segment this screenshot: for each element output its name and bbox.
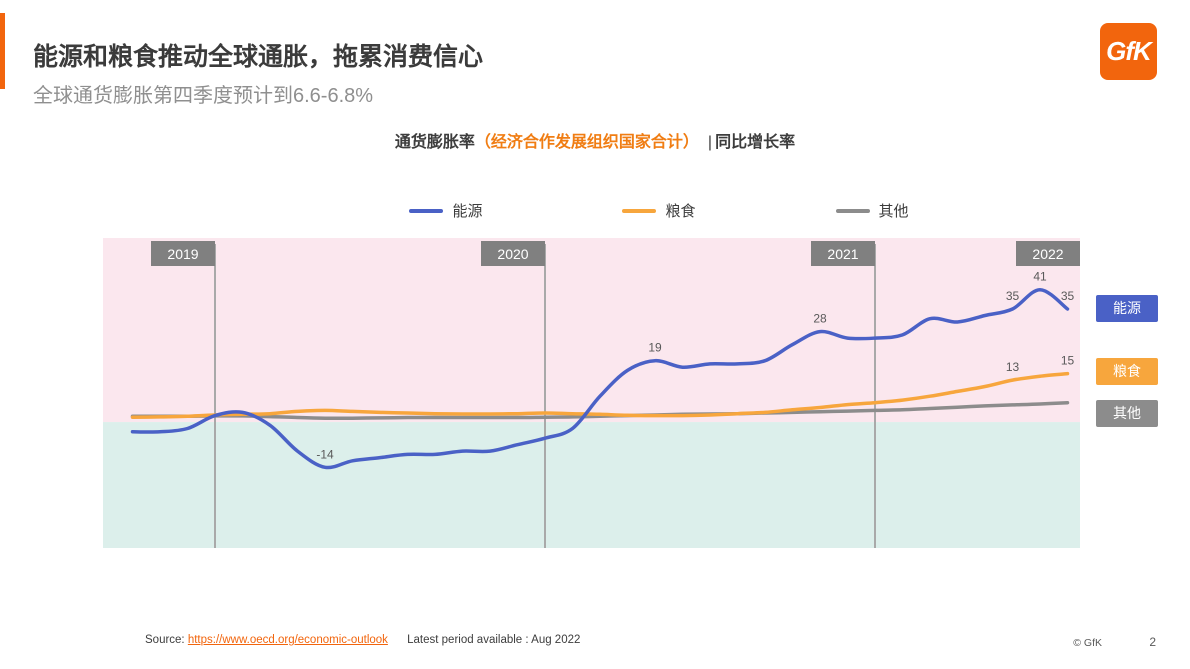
page-number: 2 <box>1149 635 1156 649</box>
year-label: 2021 <box>827 246 858 262</box>
legend-label-other: 其他 <box>878 203 909 220</box>
data-label: 41 <box>1033 270 1047 284</box>
year-label-box <box>1016 241 1080 266</box>
source-link[interactable]: https://www.oecd.org/economic-outlook <box>187 634 388 646</box>
series-line-energy_blue <box>130 287 1070 470</box>
area-below-zero <box>103 422 1080 548</box>
legend-item-other: 其他 <box>835 200 909 221</box>
year-label-box <box>151 241 215 266</box>
year-label-box <box>481 241 545 266</box>
data-label: 15 <box>1061 354 1075 368</box>
series-endpoint-label-food: 粮食 <box>1096 358 1158 385</box>
series-line-food_orange <box>130 371 1070 419</box>
latest-period-text: Latest period available : Aug 2022 <box>407 634 581 646</box>
data-label: 28 <box>813 312 827 326</box>
chart-title-main: 通货膨胀率 <box>394 134 475 151</box>
inflation-chart: 2019 2020 2021 2022 -14 19 28 35 41 35 13 15 能源 粮食 … <box>103 238 1158 548</box>
chart-title: 通货膨胀率（经济合作发展组织国家合计） | 同比增长率 <box>0 128 1190 152</box>
copyright: © GfK <box>1073 637 1102 649</box>
gfk-logo: GfK <box>1100 23 1157 80</box>
page-title: 能源和粮食推动全球通胀，拖累消费信心 <box>33 42 484 71</box>
legend-item-energy: 能源 <box>409 200 482 221</box>
other-line-swatch-icon <box>835 208 870 213</box>
year-label-box <box>811 241 875 266</box>
year-label: 2019 <box>167 246 198 262</box>
page-subtitle: 全球通货膨胀第四季度预计到6.6-6.8% <box>33 84 374 107</box>
food-line-swatch-icon <box>622 208 657 213</box>
data-label: 13 <box>1006 360 1020 374</box>
chart-title-highlight: （经济合作发展组织国家合计） <box>474 134 699 151</box>
legend-label-food: 粮食 <box>665 203 696 220</box>
energy-line-swatch-icon <box>409 208 444 213</box>
legend-item-food: 粮食 <box>622 200 696 221</box>
data-label: 35 <box>1061 289 1075 303</box>
chart-title-suffix: 同比增长率 <box>715 134 796 151</box>
source-line: Source: https://www.oecd.org/economic-ou… <box>145 634 580 646</box>
data-label: -14 <box>316 447 334 461</box>
legend-label-energy: 能源 <box>452 203 483 220</box>
year-label: 2022 <box>1032 246 1063 262</box>
year-label: 2020 <box>497 246 528 262</box>
data-label: 19 <box>648 341 662 355</box>
inflation-chart-canvas: 2019 2020 2021 2022 -14 19 28 35 41 35 13 15 <box>103 238 1080 548</box>
series-line-other_gray <box>130 400 1070 420</box>
series-endpoint-label-energy: 能源 <box>1096 295 1158 322</box>
area-above-zero <box>103 238 1080 423</box>
accent-bar <box>0 13 5 89</box>
series-endpoint-label-other: 其他 <box>1096 400 1158 427</box>
data-label: 35 <box>1006 289 1020 303</box>
source-label: Source: <box>145 634 185 646</box>
chart-legend: 能源 粮食 其他 <box>0 200 1190 221</box>
chart-title-separator: | <box>707 134 713 151</box>
gfk-logo-text: GfK <box>1106 36 1152 66</box>
